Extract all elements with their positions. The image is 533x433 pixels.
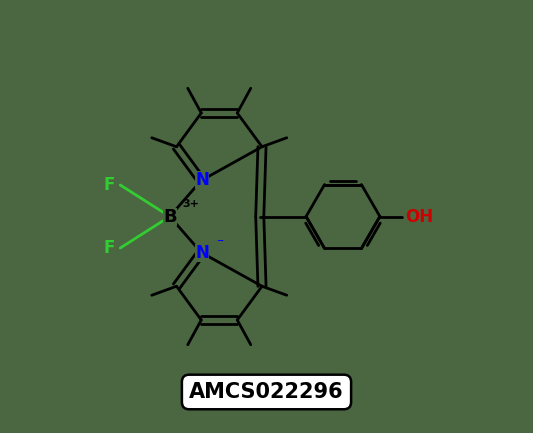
Text: N: N <box>195 244 209 262</box>
Text: F: F <box>103 176 115 194</box>
Text: OH: OH <box>405 207 433 226</box>
Text: ⁻: ⁻ <box>216 236 223 250</box>
Text: B: B <box>163 207 176 226</box>
Text: N: N <box>195 171 209 189</box>
Text: F: F <box>103 239 115 257</box>
Text: AMCS022296: AMCS022296 <box>189 382 344 402</box>
Text: 3+: 3+ <box>182 199 199 209</box>
